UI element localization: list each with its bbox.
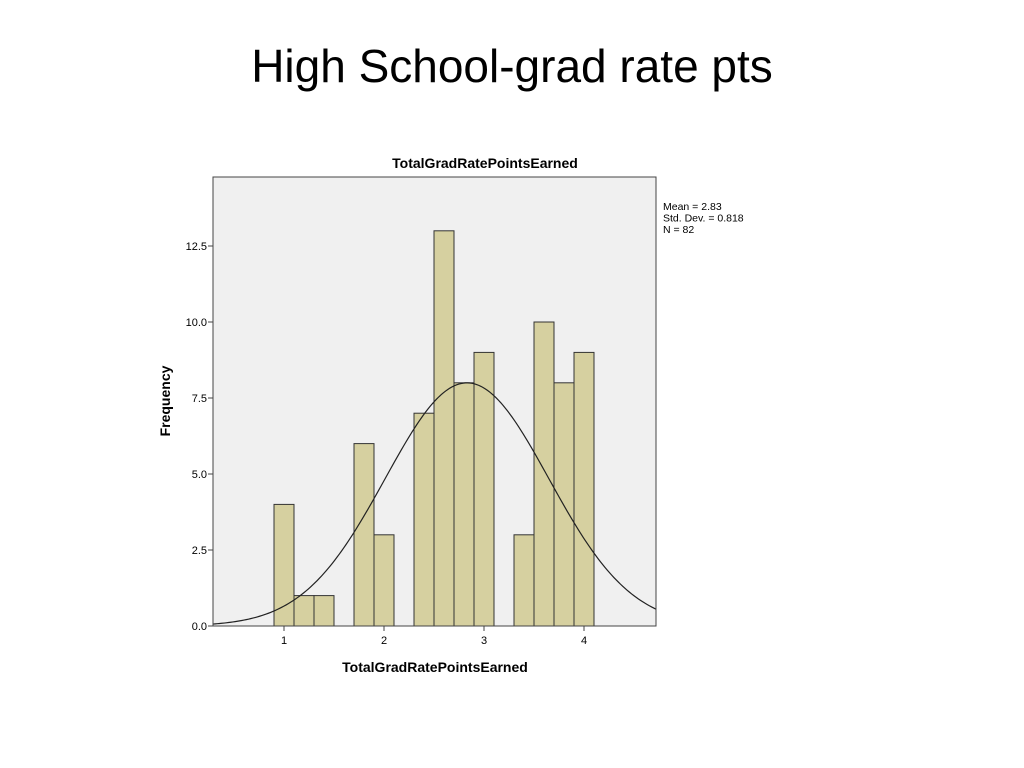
y-tick-label: 12.5 xyxy=(186,241,207,253)
plot-frame xyxy=(212,176,657,627)
bar xyxy=(533,321,555,627)
stat-label: Mean = 2.83 xyxy=(663,201,722,213)
y-tick-label: 7.5 xyxy=(192,393,207,405)
y-axis-label: Frequency xyxy=(157,365,173,436)
slide-title: High School-grad rate pts xyxy=(251,40,773,92)
x-tick-label: 3 xyxy=(481,635,487,647)
y-tick-label: 0.0 xyxy=(192,621,207,633)
bar xyxy=(573,351,595,627)
x-tick-label: 4 xyxy=(581,635,587,647)
x-axis-label: TotalGradRatePointsEarned xyxy=(342,659,528,675)
bar xyxy=(293,595,315,627)
y-tick-label: 10.0 xyxy=(186,317,207,329)
bar xyxy=(413,412,435,627)
x-tick-label: 2 xyxy=(381,635,387,647)
bar xyxy=(553,382,575,627)
bar xyxy=(353,443,375,627)
x-tick-label: 1 xyxy=(281,635,287,647)
normal-curve xyxy=(213,382,656,625)
y-tick-label: 5.0 xyxy=(192,469,207,481)
bar xyxy=(433,230,455,627)
bar xyxy=(313,595,335,627)
stat-label: N = 82 xyxy=(663,224,694,236)
chart-title: TotalGradRatePointsEarned xyxy=(392,155,578,171)
bar xyxy=(373,534,395,627)
bar xyxy=(513,534,535,627)
bar xyxy=(453,382,475,627)
bar xyxy=(273,503,295,627)
y-tick-label: 2.5 xyxy=(192,545,207,557)
stat-label: Std. Dev. = 0.818 xyxy=(663,213,744,225)
